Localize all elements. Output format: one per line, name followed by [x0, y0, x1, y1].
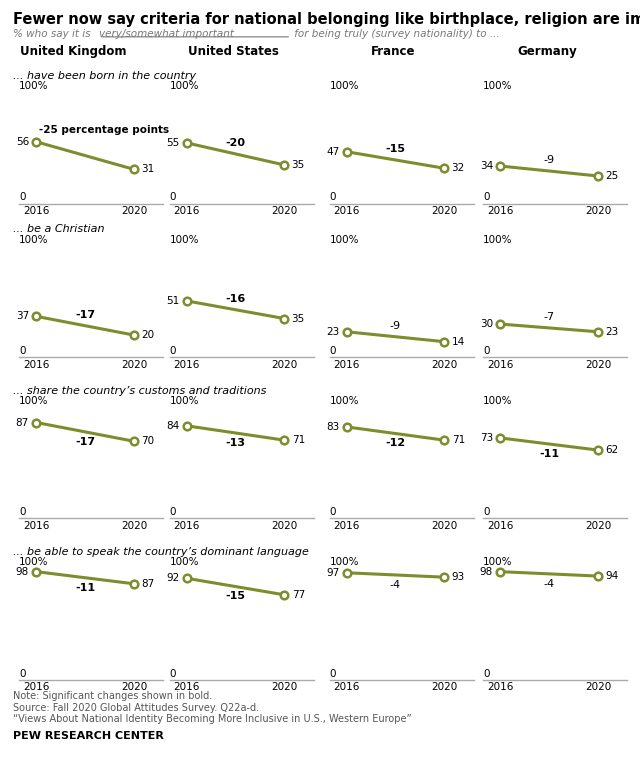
- Text: -13: -13: [225, 438, 246, 448]
- Text: 100%: 100%: [330, 81, 359, 91]
- Text: 71: 71: [452, 435, 465, 445]
- Text: 0: 0: [330, 669, 336, 679]
- Text: 100%: 100%: [19, 558, 49, 568]
- Text: 35: 35: [292, 160, 305, 170]
- Text: 0: 0: [19, 346, 26, 356]
- Text: PEW RESEARCH CENTER: PEW RESEARCH CENTER: [13, 731, 164, 741]
- Text: -4: -4: [543, 579, 555, 589]
- Text: 100%: 100%: [330, 396, 359, 406]
- Text: 100%: 100%: [19, 235, 49, 245]
- Text: 94: 94: [605, 571, 618, 581]
- Text: 87: 87: [16, 418, 29, 428]
- Text: United States: United States: [188, 45, 279, 58]
- Text: 70: 70: [141, 436, 154, 446]
- Text: 0: 0: [483, 669, 490, 679]
- Text: 92: 92: [166, 573, 179, 583]
- Text: 0: 0: [483, 346, 490, 356]
- Text: 34: 34: [480, 161, 493, 171]
- Text: Note: Significant changes shown in bold.: Note: Significant changes shown in bold.: [13, 691, 212, 701]
- Text: 0: 0: [330, 508, 336, 518]
- Text: 37: 37: [16, 311, 29, 321]
- Text: 93: 93: [452, 572, 465, 582]
- Text: Source: Fall 2020 Global Attitudes Survey. Q22a-d.: Source: Fall 2020 Global Attitudes Surve…: [13, 703, 259, 713]
- Text: very/somewhat important: very/somewhat important: [99, 29, 234, 39]
- Text: 100%: 100%: [170, 558, 199, 568]
- Text: Germany: Germany: [517, 45, 577, 58]
- Text: -11: -11: [75, 583, 95, 593]
- Text: 98: 98: [16, 567, 29, 577]
- Text: -9: -9: [390, 321, 401, 331]
- Text: 51: 51: [166, 296, 179, 306]
- Text: -17: -17: [75, 437, 95, 447]
- Text: 32: 32: [452, 164, 465, 174]
- Text: 97: 97: [326, 568, 339, 578]
- Text: 100%: 100%: [170, 396, 199, 406]
- Text: ... be able to speak the country’s dominant language: ... be able to speak the country’s domin…: [13, 547, 308, 557]
- Text: ... be a Christian: ... be a Christian: [13, 224, 104, 234]
- Text: 0: 0: [330, 346, 336, 356]
- Text: -7: -7: [543, 312, 555, 322]
- Text: 98: 98: [480, 567, 493, 577]
- Text: 56: 56: [16, 137, 29, 147]
- Text: 100%: 100%: [483, 558, 513, 568]
- Text: 0: 0: [19, 193, 26, 203]
- Text: 0: 0: [330, 193, 336, 203]
- Text: -4: -4: [390, 580, 401, 590]
- Text: 100%: 100%: [330, 558, 359, 568]
- Text: 25: 25: [605, 171, 618, 181]
- Text: 73: 73: [480, 433, 493, 443]
- Text: -12: -12: [385, 439, 406, 449]
- Text: -16: -16: [225, 293, 246, 303]
- Text: 55: 55: [166, 138, 179, 148]
- Text: ... have been born in the country: ... have been born in the country: [13, 71, 196, 81]
- Text: -17: -17: [75, 310, 95, 319]
- Text: -9: -9: [543, 155, 555, 165]
- Text: -15: -15: [225, 591, 246, 601]
- Text: 14: 14: [452, 336, 465, 346]
- Text: 0: 0: [170, 669, 176, 679]
- Text: 0: 0: [170, 346, 176, 356]
- Text: 0: 0: [170, 193, 176, 203]
- Text: 71: 71: [292, 435, 305, 445]
- Text: 0: 0: [483, 193, 490, 203]
- Text: France: France: [371, 45, 416, 58]
- Text: 87: 87: [141, 579, 154, 589]
- Text: 20: 20: [141, 330, 154, 340]
- Text: 100%: 100%: [170, 235, 199, 245]
- Text: 0: 0: [19, 669, 26, 679]
- Text: % who say it is: % who say it is: [13, 29, 93, 39]
- Text: 0: 0: [19, 508, 26, 518]
- Text: -11: -11: [539, 449, 559, 459]
- Text: 0: 0: [170, 508, 176, 518]
- Text: “Views About National Identity Becoming More Inclusive in U.S., Western Europe”: “Views About National Identity Becoming …: [13, 714, 412, 724]
- Text: 84: 84: [166, 421, 179, 431]
- Text: 100%: 100%: [483, 235, 513, 245]
- Text: 35: 35: [292, 313, 305, 323]
- Text: 100%: 100%: [330, 235, 359, 245]
- Text: 100%: 100%: [19, 396, 49, 406]
- Text: 23: 23: [605, 326, 618, 337]
- Text: ... share the country’s customs and traditions: ... share the country’s customs and trad…: [13, 386, 266, 396]
- Text: 100%: 100%: [483, 81, 513, 91]
- Text: 30: 30: [480, 319, 493, 329]
- Text: 77: 77: [292, 590, 305, 600]
- Text: 83: 83: [326, 422, 339, 432]
- Text: -15: -15: [385, 144, 406, 154]
- Text: 100%: 100%: [483, 396, 513, 406]
- Text: -20: -20: [225, 138, 246, 148]
- Text: 0: 0: [483, 508, 490, 518]
- Text: 62: 62: [605, 445, 618, 455]
- Text: 100%: 100%: [170, 81, 199, 91]
- Text: Fewer now say criteria for national belonging like birthplace, religion are impo: Fewer now say criteria for national belo…: [13, 12, 640, 27]
- Text: 100%: 100%: [19, 81, 49, 91]
- Text: United Kingdom: United Kingdom: [20, 45, 127, 58]
- Text: -25 percentage points: -25 percentage points: [39, 125, 169, 135]
- Text: 47: 47: [326, 147, 339, 157]
- Text: for being truly (survey nationality) to ...: for being truly (survey nationality) to …: [291, 29, 500, 39]
- Text: 31: 31: [141, 164, 154, 174]
- Text: 23: 23: [326, 326, 339, 337]
